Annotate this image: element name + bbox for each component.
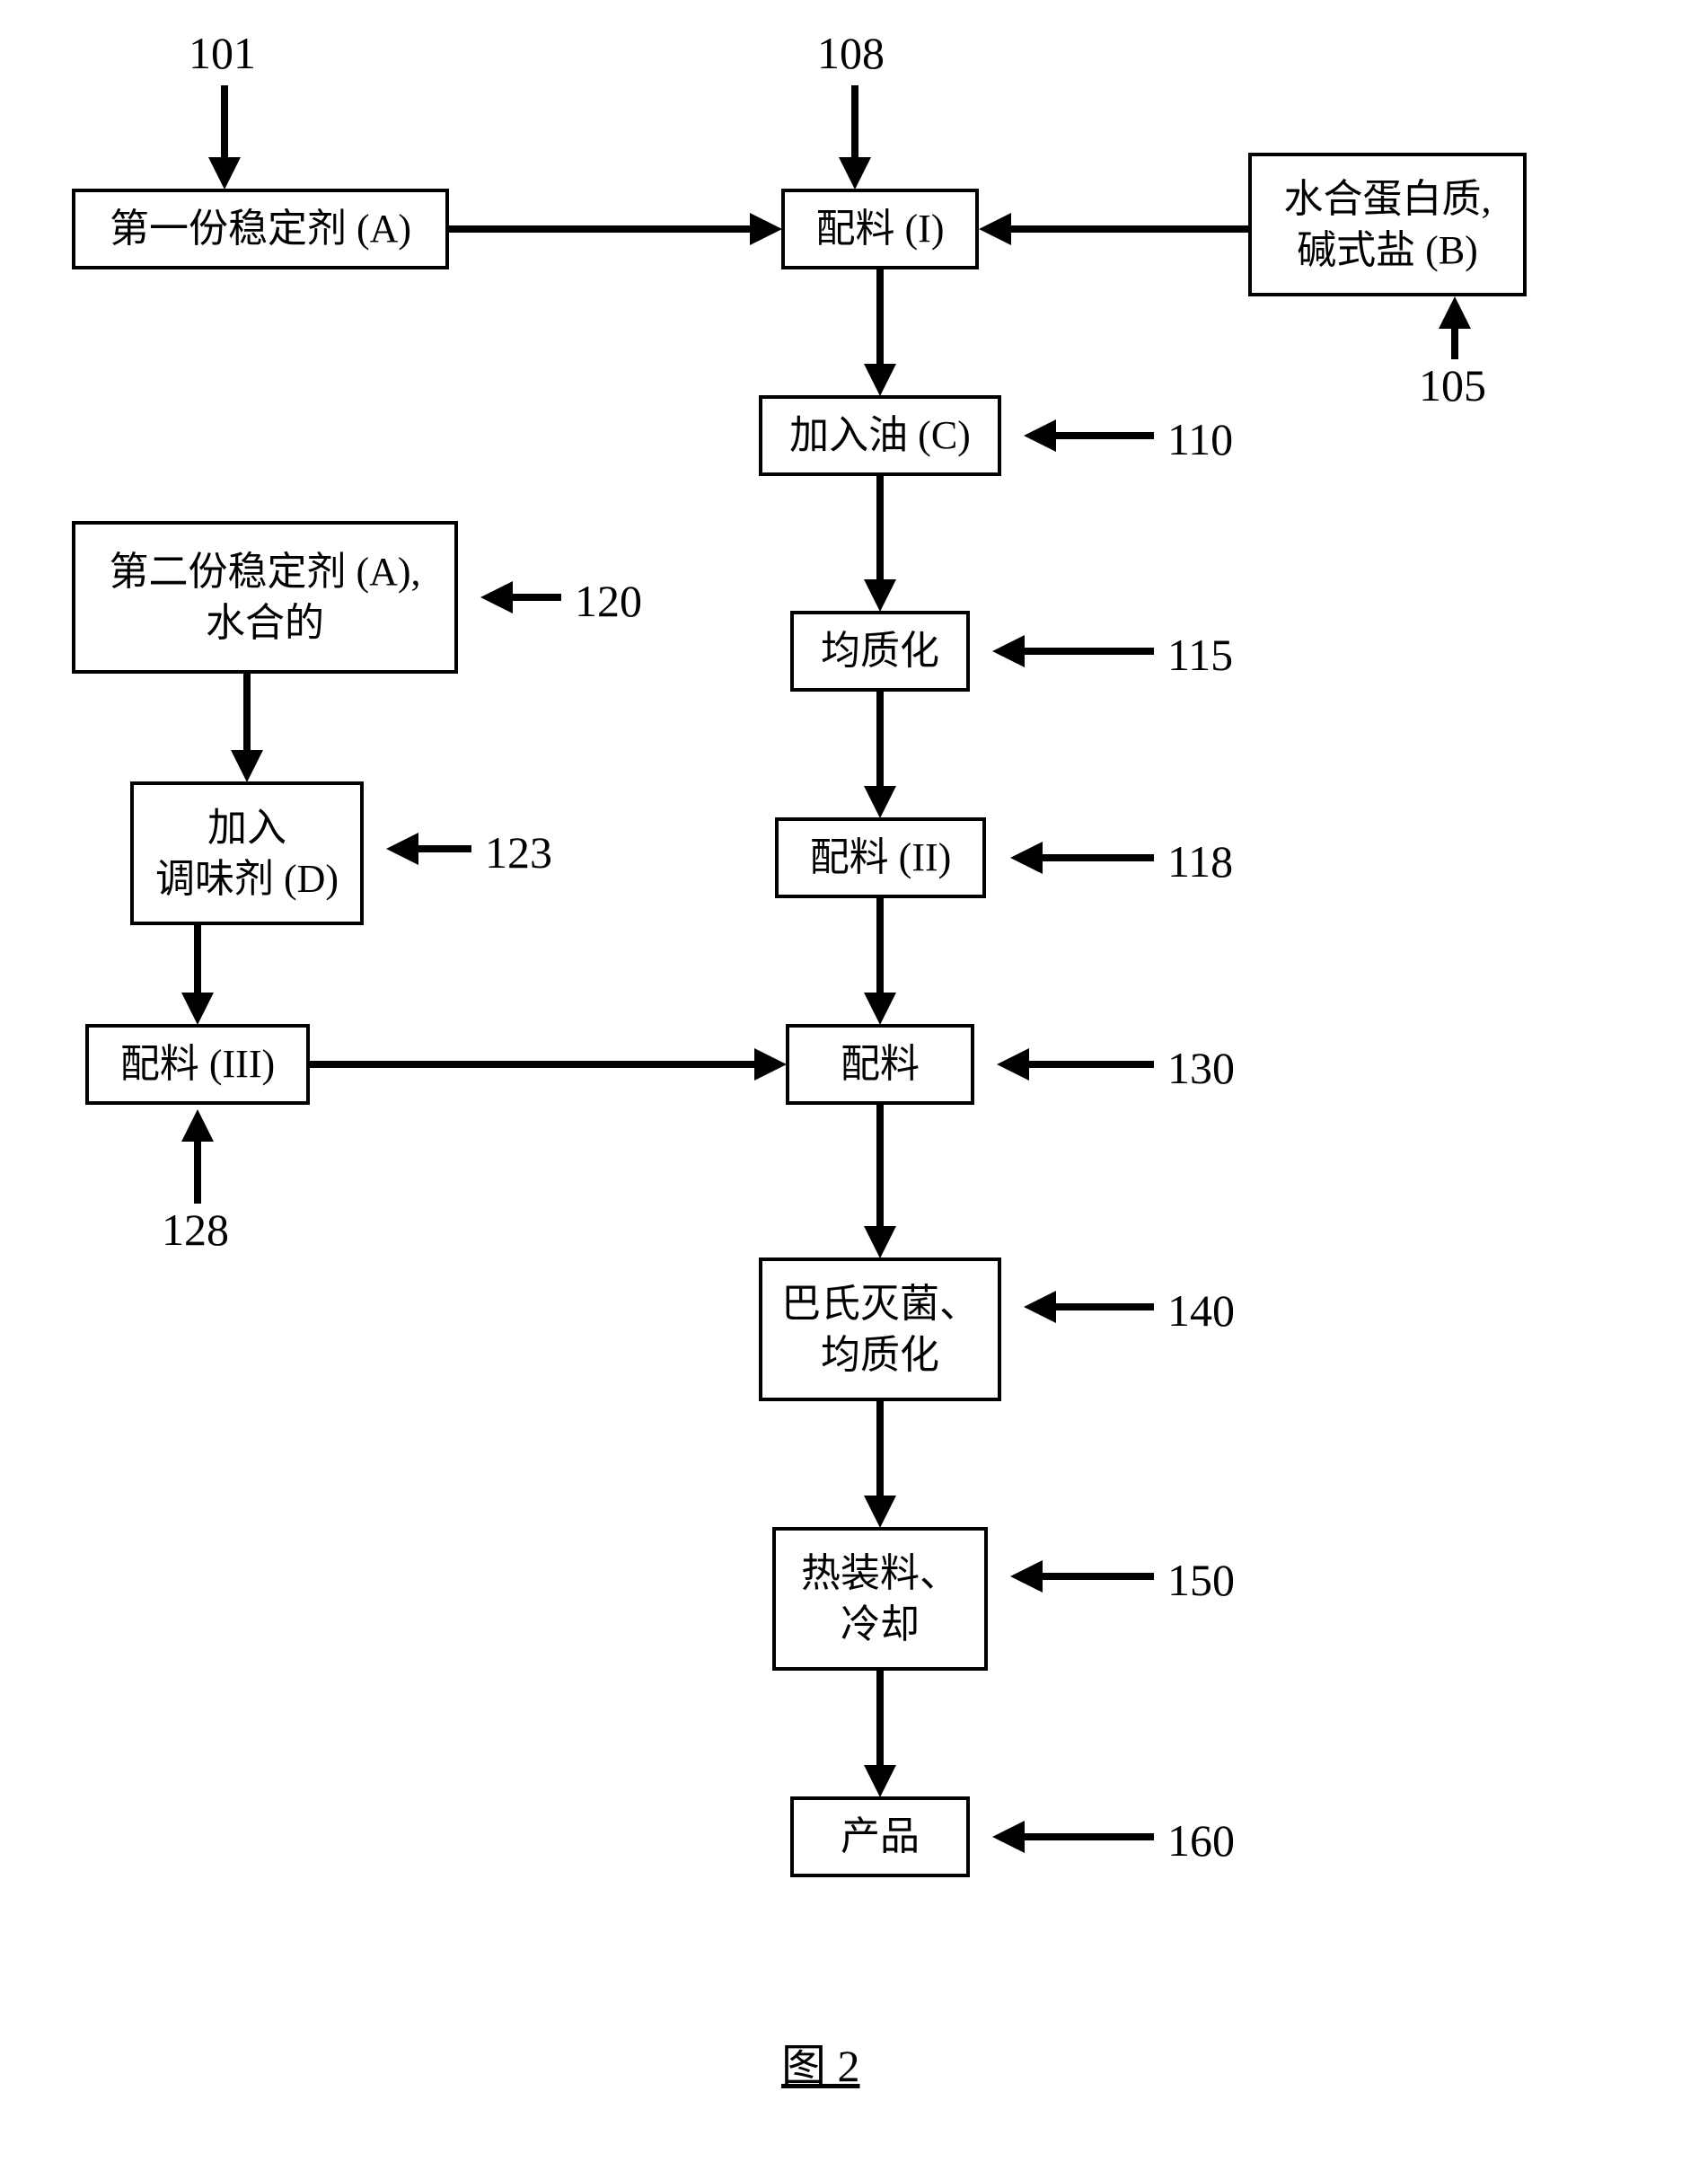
node-protein-salt: 水合蛋白质, 碱式盐 (B) (1248, 153, 1527, 296)
edgehead-150-160 (864, 1765, 896, 1797)
arrowhead-label-160 (992, 1821, 1025, 1853)
arrowhead-label-105 (1439, 296, 1471, 329)
node-pasteurize: 巴氏灭菌、 均质化 (759, 1257, 1001, 1401)
arrow-label-140 (1055, 1303, 1154, 1310)
arrowhead-label-123 (386, 833, 418, 865)
label-120: 120 (575, 575, 642, 627)
arrow-label-123 (418, 845, 471, 852)
edgehead-118-130 (864, 993, 896, 1025)
edgehead-123-128 (181, 993, 214, 1025)
label-118: 118 (1167, 835, 1233, 887)
edgehead-115-118 (864, 786, 896, 818)
edgehead-108-110 (864, 364, 896, 396)
edge-105-108 (1010, 225, 1248, 233)
arrow-label-118 (1042, 854, 1154, 861)
label-123: 123 (485, 826, 552, 878)
edge-128-130 (310, 1061, 754, 1068)
edge-108-110 (876, 269, 884, 364)
arrow-label-101 (221, 85, 228, 162)
node-hotfill-cool: 热装料、 冷却 (772, 1527, 988, 1671)
arrow-label-108 (851, 85, 858, 162)
node-mix-2: 配料 (II) (775, 817, 986, 898)
label-160: 160 (1167, 1814, 1235, 1866)
node-homogenize: 均质化 (790, 611, 970, 692)
label-150: 150 (1167, 1554, 1235, 1606)
arrow-label-105 (1451, 328, 1458, 359)
arrow-label-160 (1024, 1833, 1154, 1840)
edge-115-118 (876, 692, 884, 786)
arrowhead-label-115 (992, 635, 1025, 667)
arrow-label-130 (1028, 1061, 1154, 1068)
edge-101-108 (449, 225, 750, 233)
arrowhead-label-128 (181, 1109, 214, 1142)
edgehead-105-108 (979, 213, 1011, 245)
node-add-flavor: 加入 调味剂 (D) (130, 781, 364, 925)
arrowhead-label-101 (208, 157, 241, 190)
edge-120-123 (243, 674, 251, 750)
edge-130-140 (876, 1105, 884, 1226)
arrowhead-label-150 (1010, 1560, 1043, 1593)
arrowhead-label-120 (480, 581, 513, 613)
arrowhead-label-130 (997, 1048, 1029, 1081)
label-140: 140 (1167, 1284, 1235, 1337)
edge-110-115 (876, 476, 884, 579)
edgehead-120-123 (231, 750, 263, 782)
edgehead-140-150 (864, 1496, 896, 1528)
edgehead-128-130 (754, 1048, 787, 1081)
edge-150-160 (876, 1671, 884, 1765)
figure-caption: 图 2 (781, 2030, 860, 2095)
node-mix: 配料 (786, 1024, 974, 1105)
label-108: 108 (817, 27, 885, 79)
node-product: 产品 (790, 1796, 970, 1877)
arrowhead-label-110 (1024, 419, 1056, 452)
arrowhead-label-108 (839, 157, 871, 190)
arrow-label-115 (1024, 648, 1154, 655)
label-128: 128 (162, 1204, 229, 1256)
label-101: 101 (189, 27, 256, 79)
arrowhead-label-118 (1010, 842, 1043, 874)
arrow-label-128 (194, 1141, 201, 1204)
arrowhead-label-140 (1024, 1291, 1056, 1323)
arrow-label-110 (1055, 432, 1154, 439)
edgehead-110-115 (864, 579, 896, 612)
edge-118-130 (876, 898, 884, 993)
edge-123-128 (194, 925, 201, 993)
edgehead-130-140 (864, 1226, 896, 1258)
arrow-label-120 (512, 594, 561, 601)
label-115: 115 (1167, 629, 1233, 681)
node-stabilizer-a2: 第二份稳定剂 (A), 水合的 (72, 521, 458, 674)
label-110: 110 (1167, 413, 1233, 465)
node-add-oil: 加入油 (C) (759, 395, 1001, 476)
arrow-label-150 (1042, 1573, 1154, 1580)
label-105: 105 (1419, 359, 1486, 411)
node-mix-1: 配料 (I) (781, 189, 979, 269)
edge-140-150 (876, 1401, 884, 1496)
node-stabilizer-a1: 第一份稳定剂 (A) (72, 189, 449, 269)
edgehead-101-108 (750, 213, 782, 245)
label-130: 130 (1167, 1042, 1235, 1094)
node-mix-3: 配料 (III) (85, 1024, 310, 1105)
